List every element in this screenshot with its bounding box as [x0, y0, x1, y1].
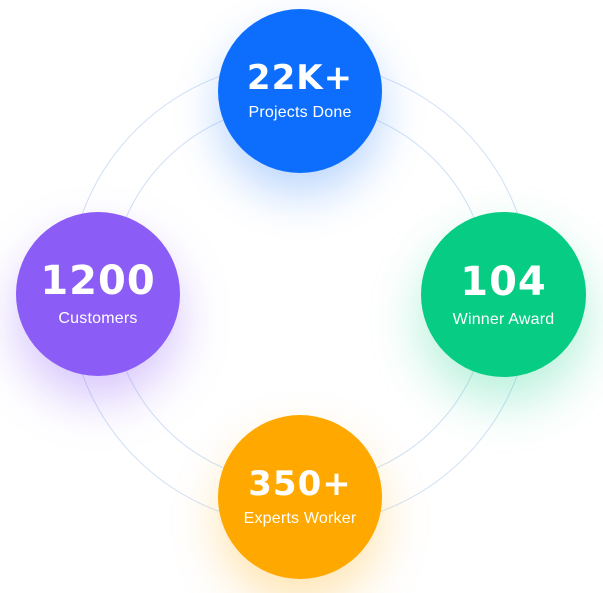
- stat-winner-award: 104 Winner Award: [421, 212, 586, 377]
- stat-value: 350+: [248, 464, 352, 504]
- stat-value: 104: [460, 258, 547, 305]
- stat-label: Experts Worker: [243, 510, 357, 527]
- stat-value: 22K+: [246, 58, 354, 98]
- stat-projects-done: 22K+ Projects Done: [218, 9, 382, 173]
- stat-experts-worker: 350+ Experts Worker: [218, 415, 382, 579]
- stat-customers: 1200 Customers: [16, 212, 180, 376]
- stat-label: Customers: [58, 310, 138, 327]
- stat-label: Winner Award: [452, 310, 555, 328]
- stat-value: 1200: [40, 258, 156, 304]
- stat-label: Projects Done: [248, 104, 352, 121]
